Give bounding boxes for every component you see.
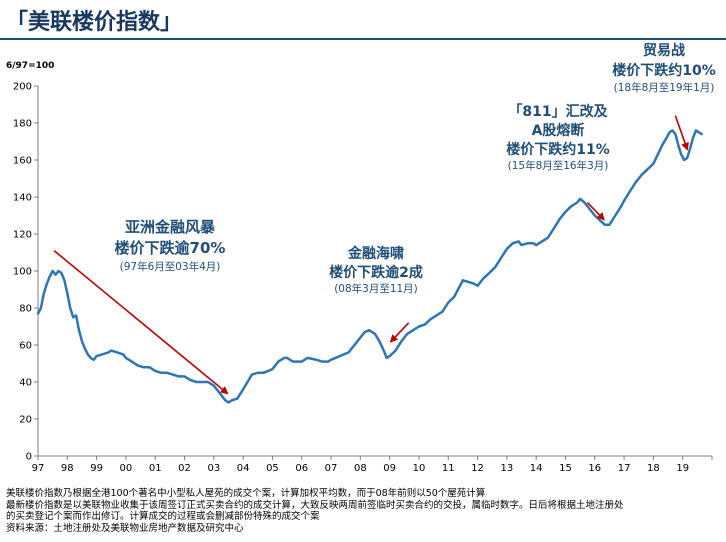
x-tick-label: 19 [676, 463, 689, 474]
footnote-line: 的买卖登记个案而作出修订。计算成交的过程或会删减部份特殊的成交个案 [6, 511, 320, 523]
annotation-title: 「811」汇改及 [508, 103, 608, 120]
annotation-arrow [53, 250, 229, 395]
y-tick-label: 80 [19, 304, 32, 315]
x-tick-label: 06 [295, 463, 308, 474]
x-tick-label: 10 [413, 463, 426, 474]
x-tick-label: 12 [471, 463, 484, 474]
x-tick-label: 16 [588, 463, 601, 474]
footnote-line: 资料来源：土地注册处及美联物业房地产数据及研究中心 [6, 522, 244, 534]
y-axis-label: 6/97=100 [6, 61, 54, 71]
y-tick-label: 140 [13, 193, 32, 204]
footnotes: 美联楼价指数乃根据全港100个著名中小型私人屋苑的成交个案，计算加权平均数，而于… [6, 488, 722, 534]
annotation-period: (08年3月至11月) [334, 282, 418, 295]
y-tick-label: 200 [13, 82, 32, 93]
y-tick-label: 40 [19, 378, 32, 389]
annotation-period: (18年8月至19年1月) [614, 81, 715, 94]
annotation-title: 金融海啸 [347, 245, 404, 262]
annotation-title: 亚洲金融风暴 [125, 218, 216, 236]
y-tick-label: 120 [13, 230, 32, 241]
x-tick-label: 03 [207, 463, 220, 474]
x-tick-label: 08 [354, 463, 367, 474]
x-tick-label: 15 [559, 463, 572, 474]
footnote-line: 最新楼价指数是以美联物业收集于该周签订正式买卖合约的成交计算，大致反映两周前签临… [6, 499, 624, 511]
y-tick-label: 20 [19, 415, 32, 426]
annotation-title: 贸易战 [643, 42, 685, 59]
x-tick-label: 02 [178, 463, 191, 474]
annotation-period: (97年6月至03年4月) [120, 260, 221, 273]
x-tick-label: 99 [90, 463, 103, 474]
annotation-arrow [586, 201, 605, 221]
annotation-arrow [389, 322, 410, 343]
annotation-period: (15年8月至16年3月) [508, 159, 609, 172]
x-tick-label: 01 [149, 463, 162, 474]
annotation-title: A股熔断 [532, 122, 585, 139]
x-tick-label: 04 [237, 463, 250, 474]
y-tick-label: 180 [13, 119, 32, 130]
annotation-arrow [674, 115, 689, 151]
x-tick-label: 13 [501, 463, 514, 474]
annotation-title: 楼价下跌逾70% [115, 239, 226, 257]
annotation-title: 楼价下跌逾2成 [329, 264, 423, 281]
y-tick-label: 100 [13, 267, 32, 278]
x-tick-label: 98 [61, 463, 74, 474]
x-tick-label: 97 [32, 463, 45, 474]
y-tick-label: 0 [26, 452, 32, 463]
y-tick-label: 160 [13, 156, 32, 167]
x-tick-label: 17 [618, 463, 631, 474]
title-divider [0, 38, 726, 40]
x-tick-label: 14 [530, 463, 543, 474]
footnote-line: 美联楼价指数乃根据全港100个著名中小型私人屋苑的成交个案，计算加权平均数，而于… [6, 488, 486, 499]
series-line [36, 129, 703, 404]
x-tick-label: 09 [383, 463, 396, 474]
page-title: 「美联楼价指数」 [6, 10, 183, 35]
y-tick-label: 60 [19, 341, 32, 352]
x-tick-label: 05 [266, 463, 279, 474]
annotation-title: 楼价下跌约10% [612, 62, 716, 79]
x-tick-label: 18 [647, 463, 660, 474]
x-tick-label: 00 [120, 463, 133, 474]
x-tick-label: 11 [442, 463, 455, 474]
x-tick-label: 07 [325, 463, 338, 474]
annotation-title: 楼价下跌约11% [506, 141, 610, 158]
